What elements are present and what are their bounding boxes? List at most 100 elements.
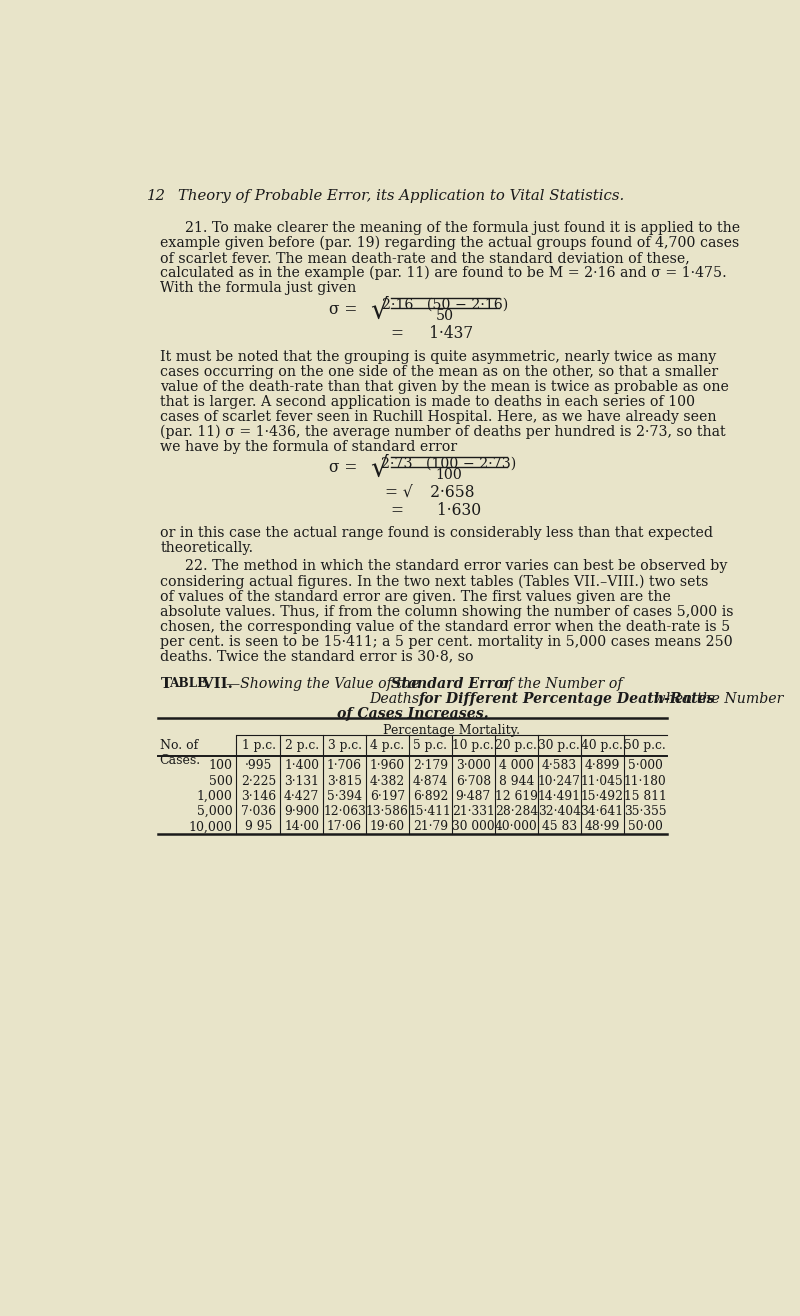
Text: 8 944: 8 944: [498, 775, 534, 787]
Text: —Showing the Value of the: —Showing the Value of the: [226, 676, 423, 691]
Text: ·995: ·995: [245, 759, 272, 772]
Text: 50·00: 50·00: [628, 820, 662, 833]
Text: Cases.: Cases.: [160, 754, 201, 766]
Text: 4 000: 4 000: [498, 759, 534, 772]
Text: 28·284: 28·284: [494, 805, 538, 819]
Text: of the Number of: of the Number of: [495, 676, 623, 691]
Text: or in this case the actual range found is considerably less than that expected: or in this case the actual range found i…: [161, 526, 714, 541]
Text: 15·492: 15·492: [581, 790, 624, 803]
Text: 5·394: 5·394: [327, 790, 362, 803]
Text: 10,000: 10,000: [189, 820, 233, 833]
Text: absolute values. Thus, if from the column showing the number of cases 5,000 is: absolute values. Thus, if from the colum…: [161, 604, 734, 619]
Text: 19·60: 19·60: [370, 820, 405, 833]
Text: √: √: [370, 297, 387, 325]
Text: 32·404: 32·404: [538, 805, 581, 819]
Text: 4·583: 4·583: [542, 759, 577, 772]
Text: 15·411: 15·411: [409, 805, 452, 819]
Text: deaths. Twice the standard error is 30·8, so: deaths. Twice the standard error is 30·8…: [161, 650, 474, 663]
Text: 21·331: 21·331: [452, 805, 494, 819]
Text: 1·400: 1·400: [284, 759, 319, 772]
Text: 10 p.c.: 10 p.c.: [453, 738, 494, 751]
Text: of values of the standard error are given. The first values given are the: of values of the standard error are give…: [161, 590, 671, 604]
Text: 3·131: 3·131: [284, 775, 319, 787]
Text: value of the death-rate than that given by the mean is twice as probable as one: value of the death-rate than that given …: [161, 380, 730, 393]
Text: 48·99: 48·99: [585, 820, 620, 833]
Text: 50: 50: [436, 309, 454, 324]
Text: 17·06: 17·06: [327, 820, 362, 833]
Text: = √   2·658: = √ 2·658: [386, 484, 474, 501]
Text: With the formula just given: With the formula just given: [161, 282, 357, 295]
Text: 5,000: 5,000: [197, 805, 233, 819]
Text: for Different Percentage Death-Rates: for Different Percentage Death-Rates: [418, 692, 715, 705]
Text: Theory of Probable Error, its Application to Vital Statistics.: Theory of Probable Error, its Applicatio…: [178, 188, 624, 203]
Text: 3·000: 3·000: [456, 759, 490, 772]
Text: 10·247: 10·247: [538, 775, 581, 787]
Text: 7·036: 7·036: [241, 805, 276, 819]
Text: 4·382: 4·382: [370, 775, 405, 787]
Text: cases occurring on the one side of the mean as on the other, so that a smaller: cases occurring on the one side of the m…: [161, 365, 718, 379]
Text: chosen, the corresponding value of the standard error when the death-rate is 5: chosen, the corresponding value of the s…: [161, 620, 730, 633]
Text: 12·063: 12·063: [323, 805, 366, 819]
Text: 4·899: 4·899: [585, 759, 620, 772]
Text: cases of scarlet fever seen in Ruchill Hospital. Here, as we have already seen: cases of scarlet fever seen in Ruchill H…: [161, 409, 717, 424]
Text: Standard Error: Standard Error: [391, 676, 511, 691]
Text: 1 p.c.: 1 p.c.: [242, 738, 276, 751]
Text: (par. 11) σ = 1·436, the average number of deaths per hundred is 2·73, so that: (par. 11) σ = 1·436, the average number …: [161, 425, 726, 440]
Text: No. of: No. of: [160, 738, 198, 751]
Text: 9·487: 9·487: [456, 790, 491, 803]
Text: ABLE: ABLE: [170, 676, 207, 690]
Text: √: √: [370, 457, 387, 483]
Text: 6·708: 6·708: [456, 775, 491, 787]
Text: example given before (par. 19) regarding the actual groups found of 4,700 cases: example given before (par. 19) regarding…: [161, 236, 740, 250]
Text: 21. To make clearer the meaning of the formula just found it is applied to the: 21. To make clearer the meaning of the f…: [186, 221, 740, 236]
Text: considering actual figures. In the two next tables (Tables VII.–VIII.) two sets: considering actual figures. In the two n…: [161, 575, 709, 588]
Text: 1·960: 1·960: [370, 759, 405, 772]
Text: 1,000: 1,000: [197, 790, 233, 803]
Text: σ =: σ =: [329, 459, 357, 476]
Text: per cent. is seen to be 15·411; a 5 per cent. mortality in 5,000 cases means 250: per cent. is seen to be 15·411; a 5 per …: [161, 634, 734, 649]
Text: we have by the formula of standard error: we have by the formula of standard error: [161, 440, 458, 454]
Text: 500: 500: [209, 775, 233, 787]
Text: Percentage Mortality.: Percentage Mortality.: [383, 724, 520, 737]
Text: 5 p.c.: 5 p.c.: [414, 738, 447, 751]
Text: calculated as in the example (par. 11) are found to be M = 2·16 and σ = 1·475.: calculated as in the example (par. 11) a…: [161, 266, 727, 280]
Text: 6·892: 6·892: [413, 790, 448, 803]
Text: when the Number: when the Number: [649, 692, 783, 705]
Text: 35·355: 35·355: [624, 805, 666, 819]
Text: 2·16   (50 − 2·16): 2·16 (50 − 2·16): [382, 297, 508, 312]
Text: of Cases Increases.: of Cases Increases.: [337, 707, 488, 721]
Text: 2 p.c.: 2 p.c.: [285, 738, 318, 751]
Text: 11·180: 11·180: [624, 775, 666, 787]
Text: =    1·630: = 1·630: [390, 503, 481, 519]
Text: 11·045: 11·045: [581, 775, 623, 787]
Text: 4·427: 4·427: [284, 790, 319, 803]
Text: 9 95: 9 95: [245, 820, 272, 833]
Text: 21·79: 21·79: [413, 820, 448, 833]
Text: 100: 100: [435, 468, 462, 482]
Text: 45 83: 45 83: [542, 820, 577, 833]
Text: 40·000: 40·000: [495, 820, 538, 833]
Text: Deaths: Deaths: [370, 692, 424, 705]
Text: 1·706: 1·706: [327, 759, 362, 772]
Text: σ =: σ =: [329, 301, 357, 317]
Text: It must be noted that the grouping is quite asymmetric, nearly twice as many: It must be noted that the grouping is qu…: [161, 350, 717, 363]
Text: 2·73   (100 − 2·73): 2·73 (100 − 2·73): [381, 457, 516, 470]
Text: 4·874: 4·874: [413, 775, 448, 787]
Text: VII.: VII.: [197, 676, 233, 691]
Text: 12: 12: [146, 188, 166, 203]
Text: 30 000: 30 000: [452, 820, 494, 833]
Text: that is larger. A second application is made to deaths in each series of 100: that is larger. A second application is …: [161, 395, 695, 409]
Text: 2·179: 2·179: [413, 759, 448, 772]
Text: 34·641: 34·641: [581, 805, 624, 819]
Text: 4 p.c.: 4 p.c.: [370, 738, 405, 751]
Text: 3·146: 3·146: [241, 790, 276, 803]
Text: 22. The method in which the standard error varies can best be observed by: 22. The method in which the standard err…: [186, 559, 728, 574]
Text: 14·00: 14·00: [284, 820, 319, 833]
Text: 2·225: 2·225: [241, 775, 276, 787]
Text: 3 p.c.: 3 p.c.: [327, 738, 362, 751]
Text: 14·491: 14·491: [538, 790, 581, 803]
Text: 20 p.c.: 20 p.c.: [495, 738, 537, 751]
Text: theoretically.: theoretically.: [161, 541, 254, 555]
Text: 100: 100: [209, 759, 233, 772]
Text: 15 811: 15 811: [624, 790, 666, 803]
